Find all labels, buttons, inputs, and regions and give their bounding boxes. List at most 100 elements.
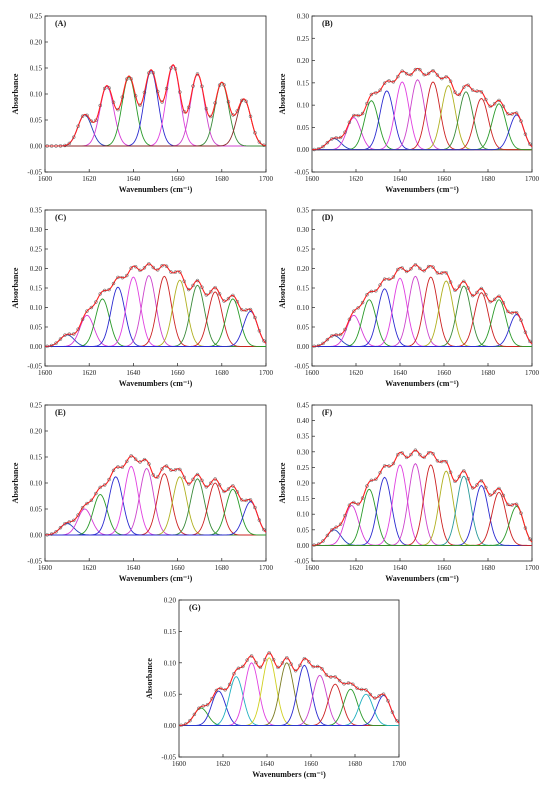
y-tick-label: 0.15 bbox=[30, 285, 43, 293]
x-tick-label: 1640 bbox=[260, 760, 275, 768]
data-point bbox=[325, 337, 330, 342]
data-point bbox=[94, 491, 98, 496]
data-point bbox=[209, 481, 213, 485]
data-point bbox=[470, 88, 475, 92]
y-tick-label: 0.40 bbox=[297, 417, 310, 425]
data-point bbox=[182, 475, 186, 480]
data-point bbox=[71, 518, 76, 523]
data-point bbox=[387, 464, 391, 468]
y-tick-label: 0.10 bbox=[297, 511, 310, 519]
data-point bbox=[164, 464, 169, 468]
data-point bbox=[343, 513, 347, 518]
data-point bbox=[312, 344, 316, 349]
data-point bbox=[400, 266, 404, 270]
component-band bbox=[45, 276, 266, 347]
component-band bbox=[179, 674, 399, 727]
data-point bbox=[239, 498, 244, 502]
data-point bbox=[374, 91, 378, 95]
component-band bbox=[312, 463, 532, 546]
y-tick-label: 0.25 bbox=[297, 464, 310, 472]
data-point bbox=[347, 317, 352, 322]
x-tick-label: 1700 bbox=[392, 760, 407, 768]
component-band bbox=[45, 465, 266, 536]
x-tick-label: 1620 bbox=[349, 564, 364, 572]
data-point bbox=[307, 660, 311, 664]
component-band bbox=[312, 277, 532, 347]
component-band bbox=[179, 664, 399, 727]
data-point bbox=[125, 459, 129, 464]
data-point bbox=[431, 451, 435, 456]
x-tick-label: 1680 bbox=[481, 369, 496, 377]
data-point bbox=[133, 457, 138, 461]
y-tick-label: 0.25 bbox=[30, 402, 43, 410]
data-point bbox=[528, 339, 532, 344]
data-point bbox=[76, 513, 80, 517]
data-point bbox=[360, 496, 365, 500]
y-tick-label: 0.10 bbox=[164, 659, 177, 667]
chart-panel: -0.05 0.00 0.05 0.10 0.15 0.20 0.25 0.30 0.35 0.4… bbox=[278, 402, 540, 584]
data-point bbox=[462, 279, 466, 284]
x-axis-title: Wavenumbers (cm⁻¹) bbox=[385, 185, 459, 194]
data-point bbox=[440, 459, 444, 464]
data-point bbox=[501, 493, 506, 498]
data-point bbox=[338, 522, 343, 526]
x-tick-label: 1620 bbox=[82, 369, 97, 377]
data-point bbox=[311, 664, 315, 669]
y-tick-label: 0.25 bbox=[30, 246, 43, 254]
data-point bbox=[334, 136, 338, 140]
data-point bbox=[285, 656, 289, 660]
data-point bbox=[257, 329, 262, 333]
data-point bbox=[254, 660, 258, 665]
data-point bbox=[413, 67, 418, 72]
data-point bbox=[138, 460, 142, 464]
component-band bbox=[45, 298, 266, 347]
data-point bbox=[316, 147, 321, 151]
data-point bbox=[352, 500, 356, 505]
data-point bbox=[244, 308, 248, 312]
data-point bbox=[102, 86, 107, 91]
data-point bbox=[426, 450, 431, 455]
data-point bbox=[263, 657, 267, 662]
data-point bbox=[337, 678, 342, 683]
data-point bbox=[160, 100, 164, 104]
data-point bbox=[369, 92, 374, 97]
data-point bbox=[217, 83, 222, 87]
data-point bbox=[58, 144, 63, 148]
y-tick-label: 0.00 bbox=[297, 343, 310, 351]
data-point bbox=[227, 682, 232, 687]
data-point bbox=[312, 147, 316, 152]
data-point bbox=[191, 477, 195, 482]
data-point bbox=[422, 72, 426, 77]
data-point bbox=[155, 89, 160, 94]
data-point bbox=[63, 143, 67, 148]
data-point bbox=[422, 268, 426, 273]
y-tick-label: 0.15 bbox=[30, 65, 43, 73]
data-point bbox=[355, 686, 359, 691]
data-point bbox=[435, 459, 440, 463]
data-point bbox=[479, 90, 484, 94]
y-tick-label: 0.20 bbox=[164, 597, 177, 605]
data-point bbox=[365, 101, 369, 106]
chart-panel: -0.05 0.00 0.05 0.10 0.15 0.20 0.25 1600 1620 164… bbox=[11, 13, 274, 195]
data-point bbox=[404, 269, 409, 274]
component-band bbox=[45, 467, 266, 536]
component-band bbox=[312, 314, 533, 347]
data-point bbox=[76, 327, 80, 331]
component-band bbox=[312, 299, 532, 347]
component-band bbox=[312, 90, 532, 151]
data-point bbox=[179, 723, 183, 728]
data-point bbox=[45, 344, 49, 349]
y-tick-label: 0.00 bbox=[297, 542, 310, 550]
data-point bbox=[453, 90, 457, 94]
x-tick-label: 1640 bbox=[126, 564, 141, 572]
data-point bbox=[173, 270, 178, 274]
data-point bbox=[413, 448, 418, 452]
component-band bbox=[45, 298, 266, 347]
y-tick-label: 0.05 bbox=[30, 506, 43, 514]
data-point bbox=[160, 263, 164, 268]
data-point bbox=[378, 88, 382, 92]
data-point bbox=[186, 482, 191, 486]
chart-panel: -0.05 0.00 0.05 0.10 0.15 0.20 0.25 0.30 0.35 160… bbox=[278, 207, 540, 389]
y-tick-label: 0.00 bbox=[30, 532, 43, 540]
data-point bbox=[85, 113, 89, 118]
